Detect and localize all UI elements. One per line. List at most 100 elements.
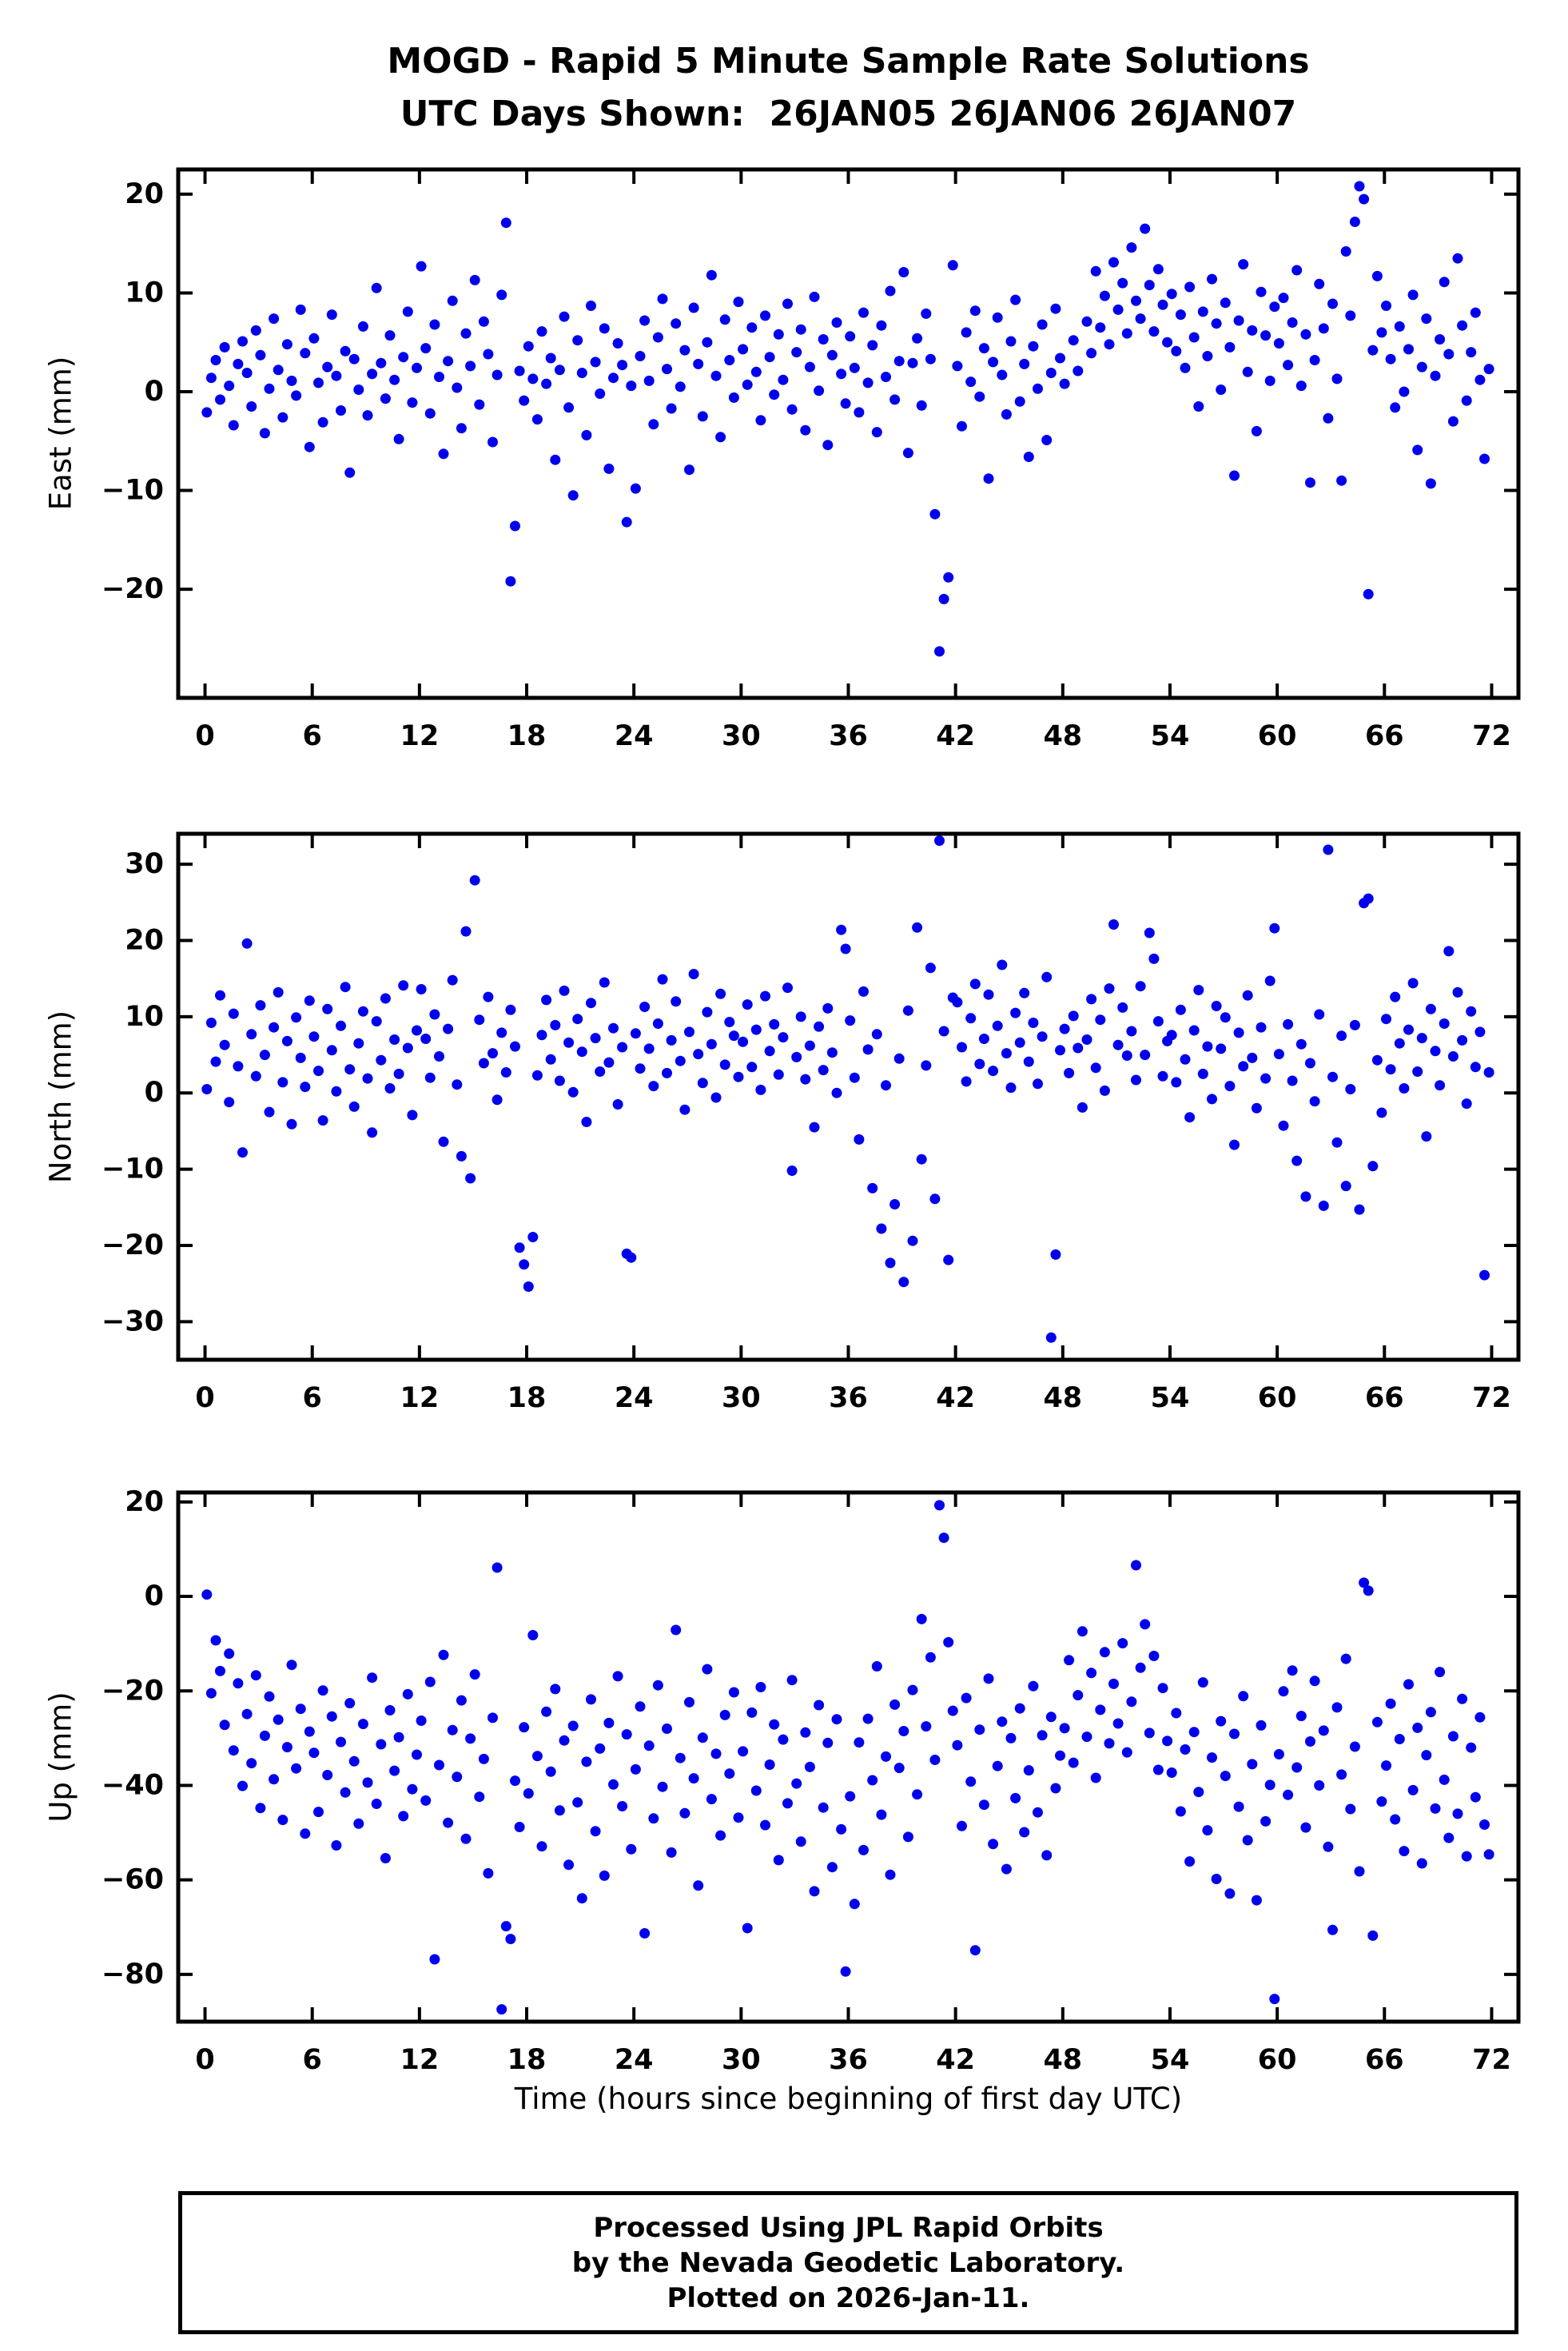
data-point [1443,946,1455,957]
data-point [965,1776,977,1787]
data-point [1184,1856,1196,1867]
data-point [273,365,284,376]
x-tick-label: 36 [829,1382,868,1414]
data-point [657,974,668,985]
data-point [1081,1731,1092,1743]
data-point [760,310,770,321]
data-point [854,1737,865,1748]
data-point [1023,452,1034,462]
data-point [902,1831,913,1843]
data-point [831,1714,842,1725]
data-point [715,1830,726,1841]
data-point [800,424,811,436]
data-point [1073,365,1084,377]
data-point [527,1630,539,1640]
data-point [595,1066,606,1077]
data-point [1081,1034,1092,1045]
data-point [488,1048,498,1059]
data-point [969,305,981,317]
data-point [586,301,596,311]
data-point [541,1706,552,1717]
data-point [643,1740,655,1751]
data-point [1148,1651,1160,1661]
data-point [764,1759,775,1770]
data-point [438,448,449,460]
y-tick-label: −30 [101,1305,164,1337]
data-point [1327,1924,1338,1935]
data-point [965,1013,977,1024]
data-point [840,1966,851,1977]
data-point [1180,1744,1191,1755]
data-point [545,1766,556,1777]
data-point [826,349,838,361]
data-point [514,1242,525,1253]
data-point [348,1101,360,1112]
data-point [483,1867,494,1879]
x-tick-label: 18 [507,720,547,752]
data-point [514,1822,525,1832]
x-tick-label: 24 [615,2044,654,2076]
data-point [957,1820,967,1831]
data-point [519,1722,530,1733]
x-tick-label: 66 [1365,720,1404,752]
data-point [250,1070,261,1082]
data-point [500,217,511,229]
data-point [898,267,909,277]
data-point [724,1768,735,1779]
data-point [1430,1803,1441,1814]
data-point [1327,1071,1338,1082]
data-point [281,1742,293,1753]
data-point [1371,270,1383,281]
data-point [420,343,432,354]
data-point [671,318,682,329]
data-point [1354,1204,1365,1215]
data-point [693,1880,704,1891]
data-point [1211,1874,1222,1884]
data-point [760,990,770,1002]
data-point [1059,1023,1070,1034]
data-point [925,962,936,974]
data-point [849,1072,860,1083]
data-point [295,304,306,315]
data-point [854,407,865,418]
data-point [1269,922,1280,934]
data-point [1064,1067,1075,1078]
data-point [550,454,561,465]
data-point [1416,1033,1427,1044]
data-point [563,402,575,413]
data-point [1050,1249,1061,1260]
data-point [1439,1774,1450,1785]
data-point [1251,425,1262,436]
figure-title-line1: MOGD - Rapid 5 Minute Sample Rate Soluti… [387,41,1310,82]
data-point [469,1669,480,1680]
data-point [1479,1269,1490,1281]
data-point [228,420,239,431]
data-point [1166,1030,1177,1041]
data-point [1131,1074,1141,1086]
x-tick-label: 54 [1151,1382,1190,1414]
data-point [554,365,565,376]
data-point [1394,1038,1405,1049]
data-point [1367,1930,1379,1941]
data-point [818,1065,829,1076]
data-point [1216,1715,1227,1727]
data-point [639,1002,651,1012]
data-point [210,1635,221,1646]
data-point [536,1841,547,1852]
data-point [1086,348,1097,359]
data-point [1224,341,1236,353]
data-point [1314,1009,1325,1020]
data-point [590,357,601,368]
data-point [916,1613,927,1624]
x-tick-label: 72 [1472,1382,1511,1414]
data-point [961,327,972,338]
data-point [961,1692,972,1703]
data-point [786,1166,798,1176]
data-point [1260,1815,1272,1827]
data-point [1416,1858,1427,1869]
data-point [519,1259,530,1270]
data-point [1233,1027,1244,1038]
data-point [259,1730,270,1741]
data-point [581,429,592,440]
data-point [612,1099,623,1110]
